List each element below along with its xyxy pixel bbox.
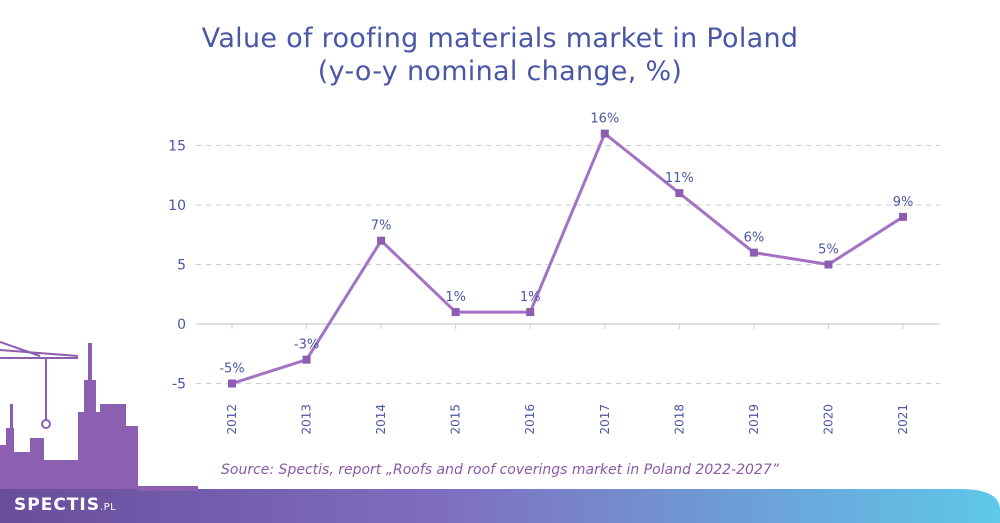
y-tick-label: -5	[172, 377, 186, 393]
data-point-marker	[526, 308, 535, 317]
skyline-building	[14, 452, 34, 489]
data-point-marker	[749, 248, 758, 257]
data-point-label: 1%	[520, 290, 541, 305]
gridlines	[196, 145, 940, 384]
data-labels: -5% -3% 7% 1% 1% 16% 11% 6% 5% 9%	[219, 112, 913, 377]
data-point-label: 5%	[818, 243, 839, 258]
series-line	[231, 132, 904, 385]
data-point-label: 11%	[665, 171, 694, 186]
chart-title: Value of roofing materials market in Pol…	[0, 22, 1000, 88]
data-point-marker	[377, 236, 386, 245]
data-point-marker	[600, 129, 609, 138]
series-markers	[228, 129, 907, 388]
y-tick-label: 10	[168, 198, 186, 214]
skyline-building	[0, 445, 14, 489]
x-tick-label: 2014	[374, 404, 388, 435]
data-point-label: 7%	[371, 219, 392, 234]
data-point-marker	[451, 308, 460, 317]
x-tick-label: 2016	[523, 404, 537, 435]
data-point-marker	[675, 189, 684, 198]
skyline-building	[44, 460, 78, 489]
spectis-logo: SPECTIS.PL	[14, 495, 116, 515]
skyline-building	[6, 428, 14, 448]
series-line-path	[231, 132, 904, 385]
skyline-building	[138, 486, 198, 491]
footer-gradient-bar	[0, 489, 1000, 523]
data-point-marker	[824, 260, 833, 269]
data-point-marker	[228, 379, 236, 388]
data-point-label: -3%	[294, 338, 319, 353]
x-tick-label: 2020	[821, 404, 835, 435]
data-point-label: -5%	[219, 362, 244, 377]
x-tick-label: 2021	[896, 404, 910, 435]
brand-name: SPECTIS	[14, 495, 100, 515]
x-tick-label: 2015	[449, 404, 463, 435]
y-tick-label: 0	[177, 317, 186, 333]
skyline-building	[10, 404, 13, 430]
y-tick-label: 5	[177, 258, 186, 274]
x-axis-ticks: 2012 2013 2014 2015 2016 2017 2018 2019 2020 2021	[225, 324, 910, 435]
skyline-building	[100, 404, 126, 489]
skyline-building	[78, 412, 102, 489]
x-tick-label: 2017	[598, 404, 612, 435]
x-tick-label: 2018	[672, 404, 686, 435]
y-axis-ticks: -5 0 5 10 15	[168, 139, 186, 393]
data-point-marker	[899, 212, 907, 221]
chart-title-line-2: (y-o-y nominal change, %)	[317, 56, 683, 87]
skyline-building	[88, 343, 92, 383]
skyline-building	[84, 380, 96, 414]
x-tick-label: 2013	[300, 404, 314, 435]
x-tick-label: 2019	[747, 404, 761, 435]
skyline-building	[30, 438, 44, 489]
city-skyline-illustration	[0, 343, 198, 491]
data-point-label: 1%	[445, 290, 466, 305]
y-tick-label: 15	[168, 139, 186, 155]
source-note: Source: Spectis, report „Roofs and roof …	[221, 462, 779, 478]
data-point-label: 16%	[590, 112, 619, 127]
skyline-building	[126, 426, 138, 489]
data-point-label: 9%	[893, 195, 914, 210]
data-point-label: 6%	[744, 231, 765, 246]
crane-icon	[0, 341, 79, 429]
x-tick-label: 2012	[225, 404, 239, 435]
chart-title-line-1: Value of roofing materials market in Pol…	[201, 23, 799, 54]
brand-suffix: .PL	[99, 502, 117, 513]
data-point-marker	[302, 355, 311, 364]
